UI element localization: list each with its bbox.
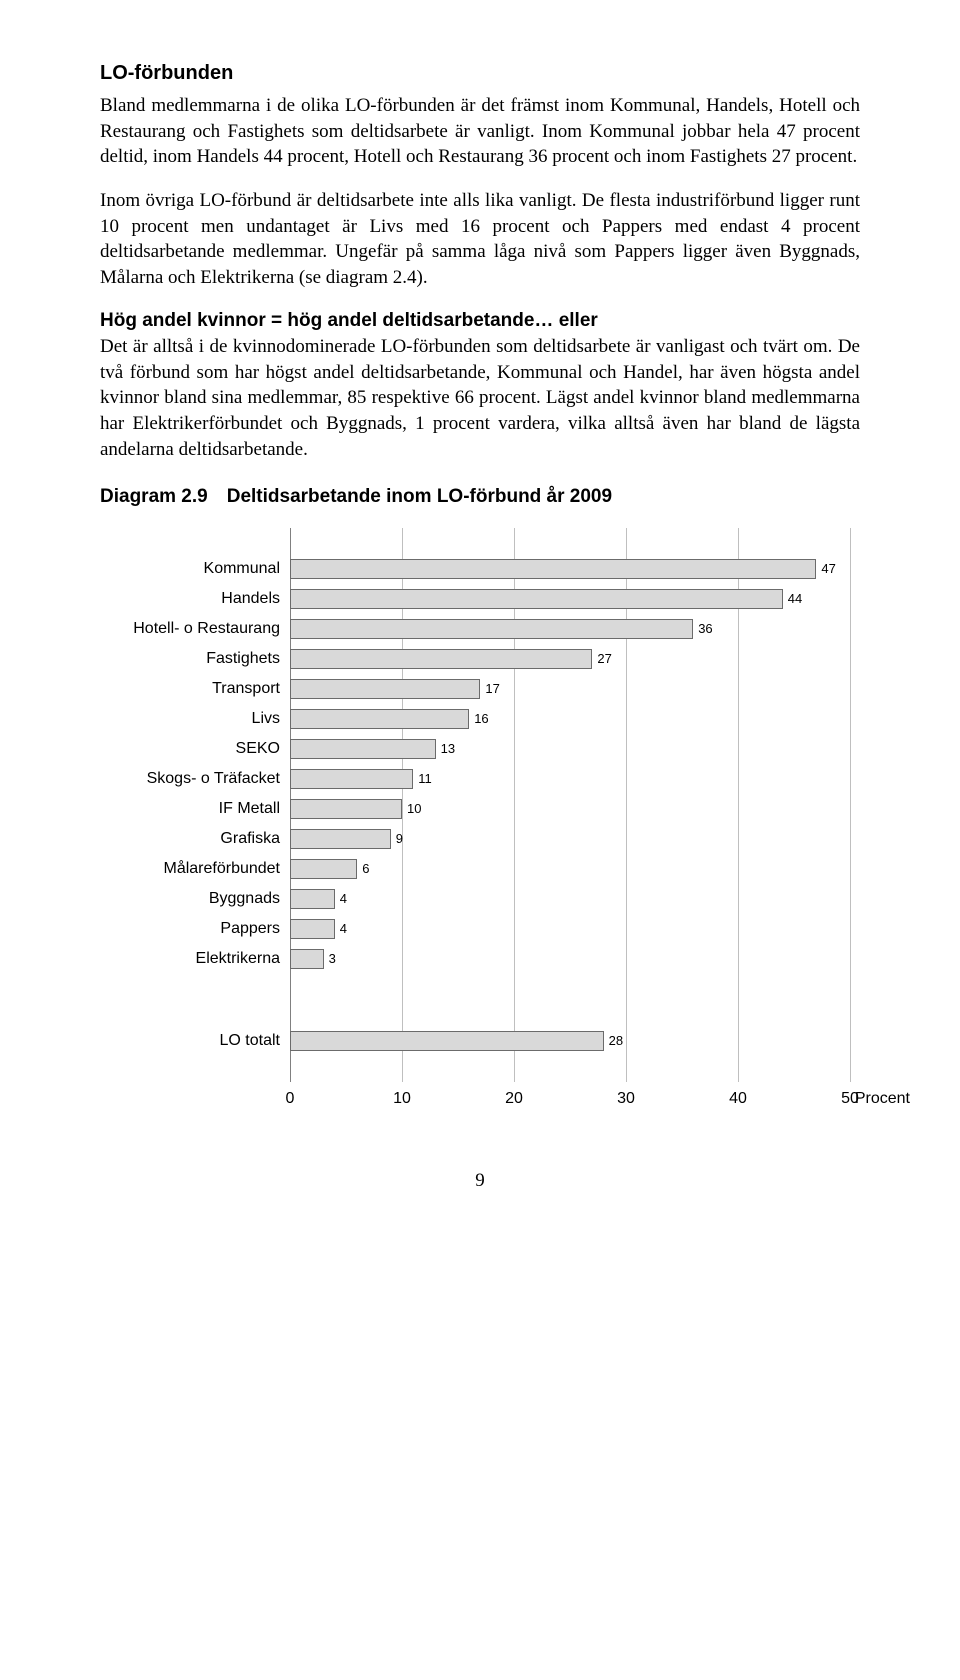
chart-bar-row: Livs16 xyxy=(110,704,850,734)
bar-category-label: Skogs- o Träfacket xyxy=(110,768,290,790)
bar-category-label: Byggnads xyxy=(110,888,290,910)
bar-category-label: Grafiska xyxy=(110,828,290,850)
bar-value-label: 4 xyxy=(340,890,347,908)
bar-value-label: 11 xyxy=(418,770,432,788)
bar-category-label: Handels xyxy=(110,588,290,610)
chart-gap xyxy=(110,528,850,554)
chart-bar-row: Målareförbundet6 xyxy=(110,854,850,884)
x-axis-title: Procent xyxy=(855,1088,910,1110)
bar-category-label: Fastighets xyxy=(110,648,290,670)
body-paragraph: Det är alltså i de kvinnodominerade LO-f… xyxy=(100,334,860,462)
chart-bar: 47 xyxy=(290,559,816,579)
chart-bar: 9 xyxy=(290,829,391,849)
chart-bar: 44 xyxy=(290,589,783,609)
bar-category-label: Transport xyxy=(110,678,290,700)
bar-chart: Kommunal47Handels44Hotell- o Restaurang3… xyxy=(100,528,860,1118)
bar-value-label: 17 xyxy=(485,680,499,698)
chart-gap xyxy=(110,1056,850,1082)
chart-bar: 4 xyxy=(290,889,335,909)
bar-value-label: 47 xyxy=(821,560,835,578)
chart-bar: 3 xyxy=(290,949,324,969)
bar-category-label: LO totalt xyxy=(110,1030,290,1052)
page-number: 9 xyxy=(100,1168,860,1194)
body-paragraph: Bland medlemmarna i de olika LO-förbunde… xyxy=(100,93,860,170)
bar-category-label: IF Metall xyxy=(110,798,290,820)
chart-bar-row: Skogs- o Träfacket11 xyxy=(110,764,850,794)
bar-value-label: 28 xyxy=(609,1032,623,1050)
bar-value-label: 36 xyxy=(698,620,712,638)
chart-bar-row: Pappers4 xyxy=(110,914,850,944)
chart-gap xyxy=(110,974,850,1000)
x-tick-label: 10 xyxy=(393,1088,411,1110)
chart-bar: 6 xyxy=(290,859,357,879)
x-tick-label: 0 xyxy=(286,1088,295,1110)
bar-value-label: 6 xyxy=(362,860,369,878)
chart-title: Diagram 2.9 Deltidsarbetande inom LO-för… xyxy=(100,484,860,510)
chart-bar-row: Elektrikerna3 xyxy=(110,944,850,974)
x-tick-label: 30 xyxy=(617,1088,635,1110)
chart-bar: 17 xyxy=(290,679,480,699)
body-paragraph: Inom övriga LO-förbund är deltidsarbete … xyxy=(100,188,860,291)
x-tick-label: 20 xyxy=(505,1088,523,1110)
bar-category-label: Elektrikerna xyxy=(110,948,290,970)
bar-value-label: 3 xyxy=(329,950,336,968)
chart-gap xyxy=(110,1000,850,1026)
chart-bar: 16 xyxy=(290,709,469,729)
chart-bar: 28 xyxy=(290,1031,604,1051)
bar-category-label: Kommunal xyxy=(110,558,290,580)
chart-bar: 36 xyxy=(290,619,693,639)
chart-bar-row: Grafiska9 xyxy=(110,824,850,854)
x-axis: 01020304050Procent xyxy=(110,1084,850,1118)
bar-value-label: 44 xyxy=(788,590,802,608)
bar-value-label: 13 xyxy=(441,740,455,758)
bar-value-label: 9 xyxy=(396,830,403,848)
bar-category-label: Pappers xyxy=(110,918,290,940)
chart-bar-row: Hotell- o Restaurang36 xyxy=(110,614,850,644)
chart-bar: 10 xyxy=(290,799,402,819)
bar-category-label: Hotell- o Restaurang xyxy=(110,618,290,640)
bar-value-label: 16 xyxy=(474,710,488,728)
chart-bar: 27 xyxy=(290,649,592,669)
bar-category-label: Målareförbundet xyxy=(110,858,290,880)
bar-category-label: SEKO xyxy=(110,738,290,760)
bar-value-label: 10 xyxy=(407,800,421,818)
section-heading: LO-förbunden xyxy=(100,60,860,87)
bar-category-label: Livs xyxy=(110,708,290,730)
chart-bar-row: SEKO13 xyxy=(110,734,850,764)
chart-bar-row: LO totalt28 xyxy=(110,1026,850,1056)
x-tick-label: 40 xyxy=(729,1088,747,1110)
subsection-heading: Hög andel kvinnor = hög andel deltidsarb… xyxy=(100,308,860,334)
chart-bar: 13 xyxy=(290,739,436,759)
chart-bar: 11 xyxy=(290,769,413,789)
chart-bar-row: Kommunal47 xyxy=(110,554,850,584)
chart-bar-row: Byggnads4 xyxy=(110,884,850,914)
chart-bar-row: Handels44 xyxy=(110,584,850,614)
chart-bar: 4 xyxy=(290,919,335,939)
chart-bar-row: IF Metall10 xyxy=(110,794,850,824)
bar-value-label: 4 xyxy=(340,920,347,938)
chart-bar-row: Transport17 xyxy=(110,674,850,704)
chart-bar-row: Fastighets27 xyxy=(110,644,850,674)
bar-value-label: 27 xyxy=(597,650,611,668)
